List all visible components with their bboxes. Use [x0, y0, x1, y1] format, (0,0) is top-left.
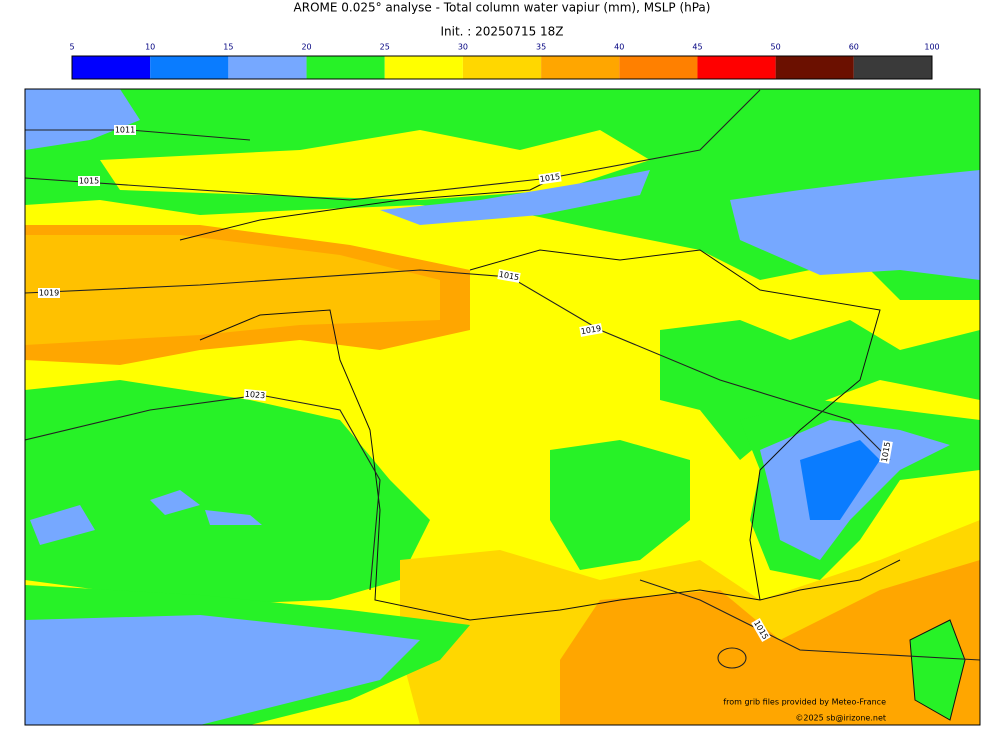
colorbar-tick-label: 20	[301, 43, 311, 52]
isobar-label-bg	[38, 288, 60, 298]
colorbar-tick-label: 25	[380, 43, 390, 52]
colorbar-frame	[71, 55, 933, 80]
colorbar-tick-label: 10	[145, 43, 155, 52]
field-green-north	[25, 89, 980, 300]
isobar-label-bg	[114, 125, 136, 135]
isobar-label: 1011	[114, 125, 136, 135]
isobar-label: 1023	[243, 389, 267, 401]
isobar	[25, 394, 381, 591]
isobar-label-bg	[879, 440, 893, 464]
colorbar: 5 10 15 20 25 30 35 40 45 50 60 100	[69, 43, 940, 80]
isobar-label: 1019	[579, 323, 603, 337]
map-frame	[24, 88, 981, 726]
isobar-label-text: 1015	[79, 177, 99, 186]
isobar-label-text: 1015	[880, 441, 892, 463]
isobar	[717, 647, 747, 669]
isobar-label: 1015	[78, 176, 100, 186]
colorbar-box	[775, 56, 854, 79]
colorbar-tick-label: 50	[771, 43, 781, 52]
coastline-corsica	[909, 619, 966, 721]
isobar-label-bg	[538, 171, 562, 185]
colorbar-tick-label: 15	[223, 43, 233, 52]
colorbar-tick-label: 5	[69, 43, 74, 52]
isobar-label-bg	[579, 323, 603, 337]
coastline-uk	[179, 174, 561, 241]
isobar	[25, 89, 761, 201]
credit: ©2025 sb@irizone.net	[795, 714, 886, 723]
isobar-label-text: 1015	[539, 172, 560, 184]
colorbar-tick-label: 100	[924, 43, 939, 52]
colorbar-box	[697, 56, 776, 79]
isobar-label: 1015	[879, 440, 893, 464]
colorbar-box	[306, 56, 385, 79]
field-blue-channel	[380, 170, 650, 225]
colorbar-tick-label: 60	[849, 43, 859, 52]
colorbar-tick-label: 35	[536, 43, 546, 52]
colorbar-box	[150, 56, 229, 79]
title: AROME 0.025° analyse - Total column wate…	[294, 1, 711, 15]
isobar-label-bg	[243, 389, 267, 401]
colorbar-box	[853, 56, 932, 79]
colorbar-box	[462, 56, 542, 79]
isobar-label-bg	[497, 269, 521, 283]
isobar-label-bg	[751, 617, 771, 643]
isobar-label: 1015	[538, 171, 562, 185]
isobar-label-text: 1023	[244, 390, 265, 401]
colorbar-tick-label: 30	[458, 43, 468, 52]
isobar-label-bg	[78, 176, 100, 186]
field-blue-atlantic	[30, 490, 262, 545]
field-orange-south	[560, 560, 980, 725]
coastline	[199, 309, 901, 621]
colorbar-tick-label: 45	[692, 43, 702, 52]
isobar-label-text: 1015	[498, 270, 520, 282]
field-green-corsica	[910, 620, 965, 720]
field-gold	[25, 235, 440, 345]
field-green-atlantic	[25, 380, 430, 605]
field-green-center	[550, 440, 690, 570]
colorbar-tick-label: 40	[614, 43, 624, 52]
field-blue-spain	[25, 615, 420, 725]
field-blue-east	[730, 170, 980, 280]
colorbar-box	[619, 56, 698, 79]
isobar	[25, 269, 891, 461]
field-deepblue-alps	[800, 440, 880, 520]
colorbar-box	[541, 56, 620, 79]
isobar-label: 1015	[497, 269, 521, 283]
isobar-label-text: 1019	[580, 324, 602, 336]
isobar-label-text: 1019	[39, 289, 59, 298]
field-blue-nw	[25, 89, 140, 150]
colorbar-box	[228, 56, 307, 79]
subtitle: Init. : 20250715 18Z	[440, 25, 563, 39]
isobar-label: 1019	[38, 288, 60, 298]
credit: from grib files provided by Meteo-France	[723, 698, 886, 707]
border	[469, 249, 881, 601]
field-green-east	[660, 320, 980, 460]
colorbar-box	[384, 56, 463, 79]
isobar-label-text: 1011	[115, 126, 135, 135]
colorbar-box	[72, 56, 151, 79]
